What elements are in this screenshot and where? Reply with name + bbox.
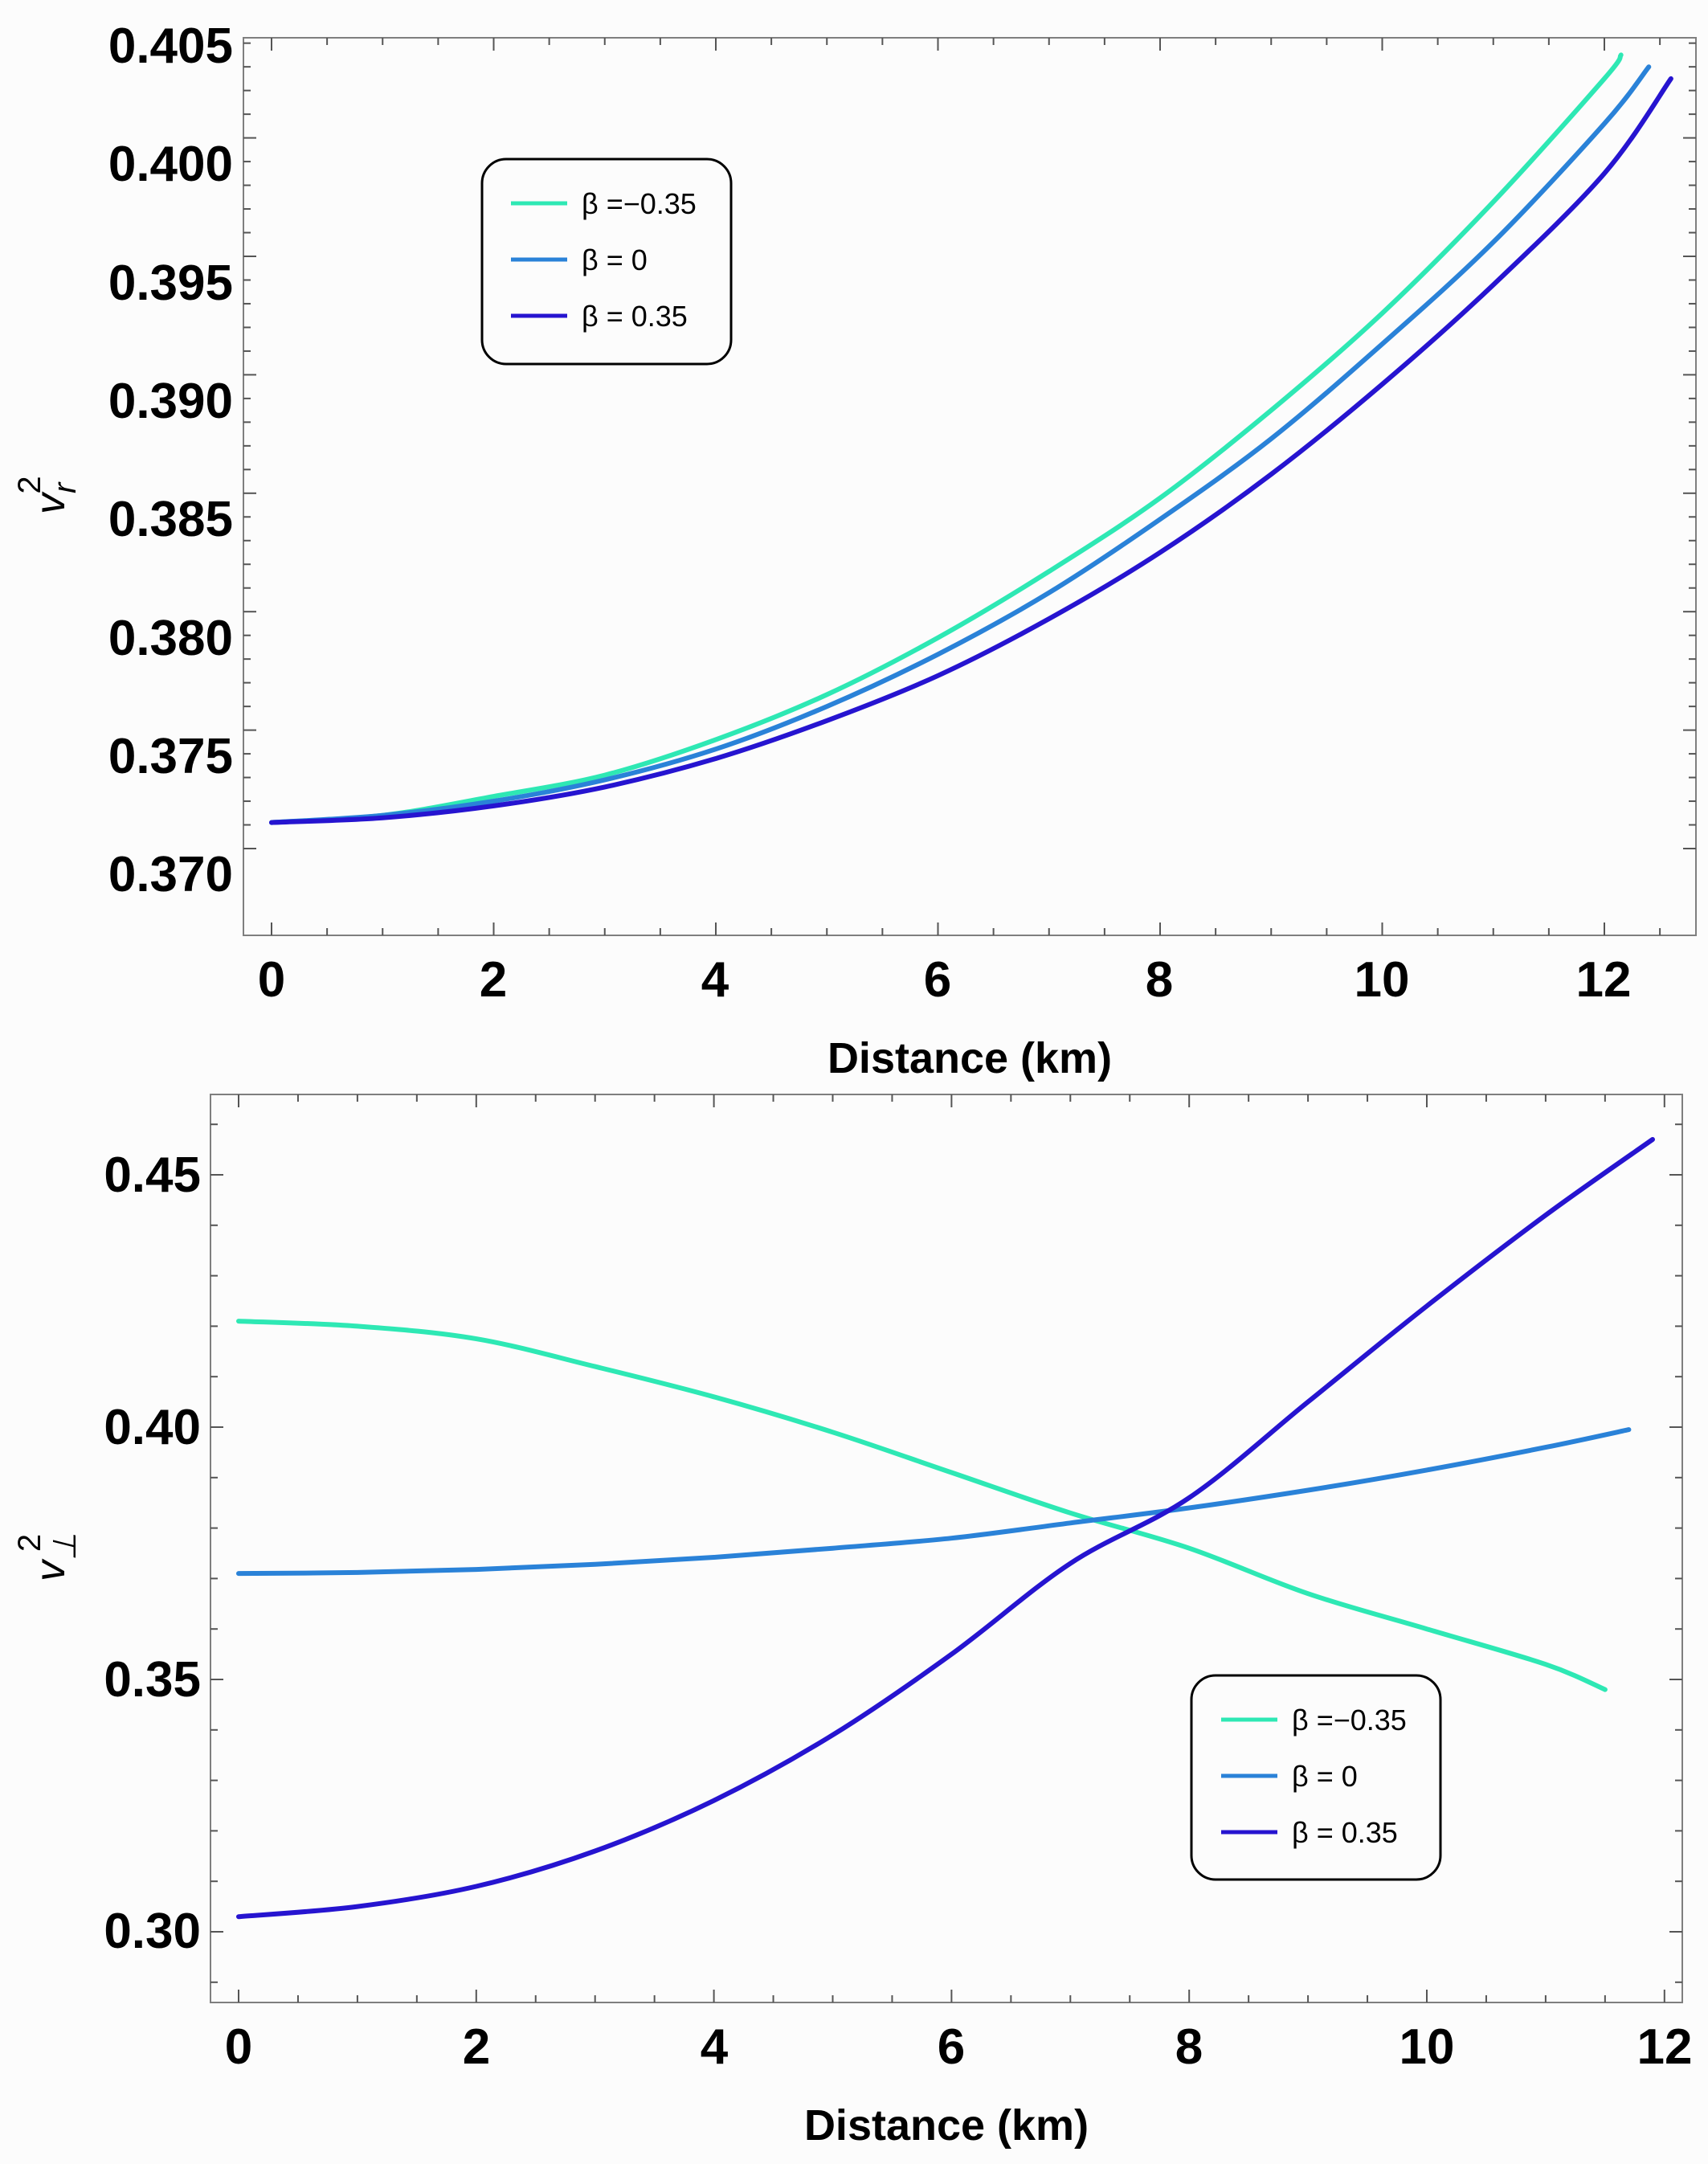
x-tick-label: 12 <box>1576 952 1632 1008</box>
plot-frame-bottom <box>210 1094 1683 2003</box>
legend-box <box>480 157 733 366</box>
legend-label: β = 0.35 <box>582 300 688 333</box>
x-axis-title-top: Distance (km) <box>827 1034 1112 1082</box>
svg-text:vr2: vr2 <box>12 476 83 514</box>
x-tick-label: 0 <box>225 2019 252 2075</box>
y-tick-label: 0.40 <box>104 1400 201 1455</box>
y-axis-title-superscript: 2 <box>12 1534 47 1552</box>
y-axis-title-superscript: 2 <box>12 476 47 493</box>
y-tick-label: 0.385 <box>108 492 233 547</box>
x-tick-labels-top: 0 2 4 6 8 10 12 <box>258 952 1632 1008</box>
x-tick-label: 8 <box>1175 2019 1203 2075</box>
x-tick-label: 2 <box>463 2019 490 2075</box>
tick-marks-top <box>243 38 1696 935</box>
series-group-bottom <box>236 1137 1655 1920</box>
svg-text:v⊥2: v⊥2 <box>12 1532 83 1581</box>
series-line-1 <box>236 1427 1632 1577</box>
x-tick-label: 0 <box>258 952 285 1008</box>
legend-bottom: β =−0.35 β = 0 β = 0.35 <box>1190 1674 1442 1881</box>
series-line-0 <box>236 1319 1608 1692</box>
y-axis-title-base: v <box>27 491 74 514</box>
y-tick-label: 0.370 <box>108 847 233 902</box>
legend-label: β = 0 <box>1292 1760 1358 1793</box>
y-axis-title-subscript: ⊥ <box>47 1532 83 1561</box>
x-tick-label: 2 <box>480 952 507 1008</box>
y-tick-label: 0.380 <box>108 611 233 666</box>
x-tick-label: 6 <box>924 952 951 1008</box>
y-axis-title-subscript: r <box>47 481 83 493</box>
y-tick-label: 0.35 <box>104 1652 201 1708</box>
y-tick-label: 0.405 <box>108 18 233 74</box>
series-line-0 <box>269 52 1624 825</box>
legend-label: β =−0.35 <box>1292 1704 1407 1737</box>
series-group-top <box>269 52 1673 825</box>
plot-frame-top <box>243 37 1697 936</box>
y-tick-label: 0.395 <box>108 256 233 311</box>
y-tick-label: 0.30 <box>104 1904 201 1959</box>
x-tick-labels-bottom: 0 2 4 6 8 10 12 <box>225 2019 1693 2075</box>
x-tick-label: 6 <box>938 2019 965 2075</box>
series-line-2 <box>236 1137 1655 1920</box>
chart-top: 0.370 0.375 0.380 0.385 0.390 0.395 0.40… <box>12 18 1697 1082</box>
legend-label: β = 0.35 <box>1292 1816 1398 1849</box>
legend-top: β =−0.35 β = 0 β = 0.35 <box>480 157 733 366</box>
x-tick-label: 8 <box>1146 952 1173 1008</box>
y-tick-label: 0.45 <box>104 1147 201 1203</box>
y-tick-label: 0.400 <box>108 137 233 192</box>
legend-box <box>1190 1674 1442 1881</box>
x-tick-label: 4 <box>701 952 729 1008</box>
series-line-2 <box>269 76 1673 825</box>
y-tick-label: 0.375 <box>108 729 233 784</box>
y-tick-labels-top: 0.370 0.375 0.380 0.385 0.390 0.395 0.40… <box>108 18 233 902</box>
y-tick-label: 0.390 <box>108 374 233 429</box>
y-axis-title-base: v <box>27 1558 74 1581</box>
chart-bottom: 0.30 0.35 0.40 0.45 0 2 4 6 8 10 12 Dist… <box>12 1094 1692 2150</box>
x-tick-label: 10 <box>1355 952 1410 1008</box>
legend-label: β = 0 <box>582 243 648 276</box>
y-tick-labels-bottom: 0.30 0.35 0.40 0.45 <box>104 1147 201 1959</box>
x-tick-label: 10 <box>1399 2019 1455 2075</box>
y-axis-title-top: vr2 <box>12 476 83 514</box>
x-axis-title-bottom: Distance (km) <box>804 2101 1089 2150</box>
x-tick-label: 12 <box>1637 2019 1693 2075</box>
tick-marks-bottom <box>210 1094 1682 2002</box>
legend-label: β =−0.35 <box>582 187 697 220</box>
series-line-1 <box>269 64 1652 825</box>
x-tick-label: 4 <box>701 2019 729 2075</box>
y-axis-title-bottom: v⊥2 <box>12 1532 83 1581</box>
